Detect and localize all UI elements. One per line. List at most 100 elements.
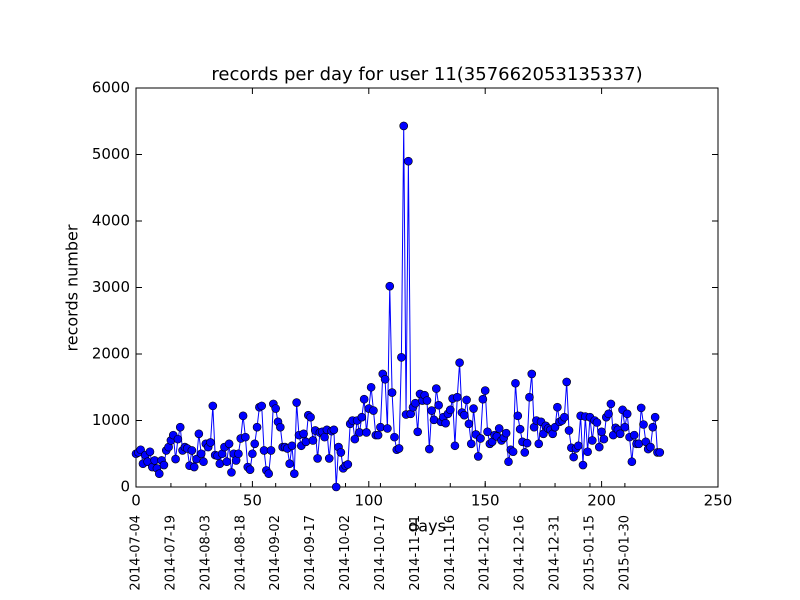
data-point: [208, 401, 218, 411]
data-point: [615, 429, 625, 439]
data-point: [159, 460, 169, 470]
data-point: [592, 418, 602, 427]
data-point: [478, 394, 488, 404]
data-point: [290, 469, 299, 479]
data-point: [452, 392, 462, 402]
data-point: [234, 449, 243, 459]
data-point: [469, 404, 478, 413]
data-point: [483, 427, 492, 437]
data-point: [331, 482, 341, 492]
data-point: [560, 412, 569, 422]
y-tick-label: 2000: [92, 345, 130, 363]
data-point: [520, 448, 530, 457]
data-point: [422, 396, 432, 405]
data-point: [534, 439, 544, 449]
data-point: [241, 432, 250, 442]
data-point: [504, 457, 513, 467]
data-point: [648, 422, 658, 432]
x-tick-label: 150: [471, 492, 500, 510]
data-point: [445, 405, 455, 415]
data-point: [362, 428, 371, 437]
data-point: [583, 447, 592, 457]
date-tick-label: 2014-11-01: [408, 515, 423, 591]
data-point: [622, 409, 632, 419]
data-point: [646, 442, 655, 452]
data-point: [599, 434, 609, 444]
chart-title: records per day for user 11(357662053135…: [211, 64, 642, 85]
data-point: [399, 121, 409, 131]
data-point: [587, 436, 597, 445]
data-point: [373, 430, 383, 440]
date-tick-label: 2015-01-15: [582, 515, 597, 591]
data-point: [620, 422, 630, 432]
data-point: [252, 422, 262, 432]
data-point: [629, 430, 639, 440]
data-point: [145, 447, 155, 457]
data-point: [404, 156, 413, 166]
x-tick-label: 250: [704, 492, 733, 510]
x-tick-label: 50: [243, 492, 262, 510]
data-point: [383, 424, 392, 433]
data-point: [287, 441, 297, 451]
data-point: [513, 411, 523, 421]
data-point: [464, 419, 474, 429]
data-point: [473, 452, 483, 461]
data-point: [569, 452, 578, 462]
data-point: [508, 447, 518, 457]
y-tick-label: 3000: [92, 278, 130, 296]
data-point: [501, 428, 511, 438]
data-point: [248, 449, 257, 459]
data-point: [466, 439, 476, 449]
data-point: [462, 395, 471, 405]
data-point: [494, 424, 504, 433]
date-tick-label: 2014-12-16: [513, 515, 528, 591]
x-tick-label: 0: [131, 492, 141, 510]
data-point: [308, 436, 318, 445]
data-point: [562, 377, 571, 387]
data-point: [455, 358, 464, 367]
date-tick-label: 2014-10-17: [373, 515, 388, 591]
date-tick-label: 2014-07-04: [129, 515, 144, 591]
data-point: [175, 422, 185, 432]
data-point: [366, 382, 376, 392]
data-point: [206, 438, 215, 447]
y-tick-label: 4000: [92, 212, 130, 230]
data-point: [397, 353, 406, 362]
data-point: [171, 454, 180, 464]
date-tick-label: 2014-08-18: [233, 515, 248, 591]
y-tick-label: 5000: [92, 145, 130, 163]
data-point: [578, 460, 588, 470]
data-point: [245, 465, 255, 475]
data-point: [459, 410, 469, 420]
data-point: [606, 399, 616, 409]
data-point: [385, 281, 395, 291]
data-point: [324, 454, 334, 463]
data-point: [522, 438, 532, 448]
date-tick-label: 2015-01-30: [617, 515, 632, 591]
data-point: [357, 412, 367, 422]
data-point: [301, 437, 311, 447]
date-tick-label: 2014-07-19: [163, 515, 178, 591]
date-tick-label: 2014-08-03: [198, 515, 213, 591]
data-point: [292, 398, 301, 407]
data-point: [564, 426, 574, 435]
date-tick-label: 2014-12-01: [478, 515, 493, 591]
data-point: [553, 402, 562, 412]
data-point: [476, 434, 485, 443]
data-point: [359, 394, 369, 404]
data-point: [336, 448, 346, 457]
data-point: [594, 442, 604, 452]
data-point: [413, 427, 422, 437]
plot-frame: [135, 87, 719, 488]
data-point: [224, 439, 234, 449]
data-point: [154, 469, 164, 479]
data-point: [266, 446, 276, 455]
data-point: [574, 441, 583, 451]
data-point: [527, 369, 537, 379]
x-tick-label: 100: [354, 492, 383, 510]
data-point: [655, 448, 665, 457]
data-point: [604, 409, 613, 419]
data-point: [343, 460, 353, 469]
data-point: [264, 469, 273, 479]
